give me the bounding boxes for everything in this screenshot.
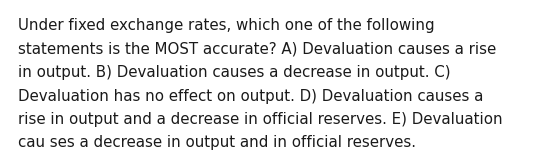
Text: cau ses a decrease in output and in official reserves.: cau ses a decrease in output and in offi… xyxy=(18,135,416,150)
Text: Devaluation has no effect on output. D) Devaluation causes a: Devaluation has no effect on output. D) … xyxy=(18,89,483,104)
Text: rise in output and a decrease in official reserves. E) Devaluation: rise in output and a decrease in officia… xyxy=(18,112,503,127)
Text: in output. B) Devaluation causes a decrease in output. C): in output. B) Devaluation causes a decre… xyxy=(18,65,451,80)
Text: statements is the MOST accurate? A) Devaluation causes a rise: statements is the MOST accurate? A) Deva… xyxy=(18,42,496,56)
Text: Under fixed exchange rates, which one of the following: Under fixed exchange rates, which one of… xyxy=(18,18,435,33)
